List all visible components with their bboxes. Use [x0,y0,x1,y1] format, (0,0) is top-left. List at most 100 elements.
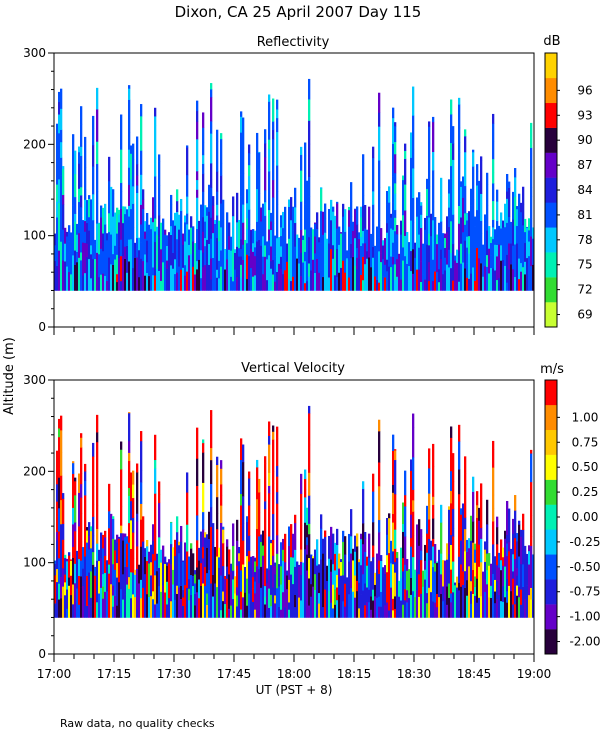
heatmap-cell [184,551,187,586]
heatmap-cell [186,524,189,552]
heatmap-cell [84,463,87,472]
heatmap-cell [80,437,83,448]
heatmap-cell [112,516,115,520]
heatmap-cell [94,588,97,618]
heatmap-cell [188,588,191,601]
heatmap-cell [216,528,219,557]
heatmap-cell [158,215,161,238]
heatmap-cell [210,96,213,122]
heatmap-cell [336,528,339,546]
heatmap-cell [58,558,61,584]
heatmap-cell [410,270,413,291]
heatmap-cell [374,276,377,291]
heatmap-cell [126,272,129,291]
heatmap-cell [330,248,333,281]
heatmap-cell [372,522,375,546]
heatmap-cell [404,158,407,185]
heatmap-cell [246,242,249,255]
heatmap-cell [86,530,89,543]
heatmap-cell [154,275,157,291]
heatmap-cell [128,542,131,578]
heatmap-cell [294,549,297,567]
heatmap-cell [294,207,297,224]
heatmap-cell [62,194,65,205]
heatmap-cell [308,472,311,496]
heatmap-cell [412,222,415,250]
heatmap-cell [120,114,123,116]
heatmap-cell [322,553,325,573]
heatmap-cell [80,587,83,618]
heatmap-cell [360,236,363,246]
heatmap-cell [524,274,527,291]
heatmap-cell [64,557,67,575]
heatmap-cell [238,593,241,618]
heatmap-cell [254,561,257,573]
heatmap-cell [254,571,257,582]
heatmap-cell [308,405,311,414]
heatmap-cell [412,489,415,501]
heatmap-cell [132,517,135,533]
heatmap-cell [62,586,65,618]
heatmap-cell [388,610,391,618]
heatmap-cell [504,265,507,291]
colorbar-swatch [545,604,557,630]
heatmap-cell [474,280,477,291]
heatmap-cell [230,276,233,291]
heatmap-cell [194,583,197,594]
heatmap-cell [230,563,233,572]
heatmap-cell [496,544,499,566]
heatmap-cell [116,207,119,234]
heatmap-cell [384,604,387,618]
heatmap-cell [436,243,439,273]
heatmap-cell [70,255,73,264]
heatmap-cell [72,134,75,142]
heatmap-cell [56,133,59,146]
heatmap-cell [480,538,483,563]
heatmap-cell [376,568,379,598]
heatmap-cell [442,574,445,587]
heatmap-cell [240,132,243,151]
heatmap-cell [252,251,255,277]
heatmap-cell [202,191,205,218]
heatmap-cell [506,566,509,579]
heatmap-cell [202,452,205,483]
heatmap-cell [56,581,59,600]
heatmap-cell [460,514,463,541]
heatmap-cell [108,593,111,618]
heatmap-cell [456,587,459,618]
heatmap-cell [58,418,61,429]
heatmap-cell [406,252,409,264]
heatmap-cell [108,564,111,574]
heatmap-cell [156,570,159,604]
heatmap-cell [182,605,185,618]
heatmap-cell [140,579,143,599]
heatmap-cell [116,254,119,275]
heatmap-cell [370,253,373,268]
heatmap-cell [282,538,285,550]
heatmap-cell [478,180,481,192]
heatmap-cell [440,522,443,554]
heatmap-cell [120,149,123,183]
heatmap-cell [54,560,57,564]
heatmap-cell [90,530,93,549]
heatmap-cell [418,269,421,281]
colorbar-swatch [545,53,557,79]
heatmap-cell [178,587,181,601]
heatmap-cell [212,523,215,543]
heatmap-cell [298,564,301,567]
heatmap-cell [428,560,431,571]
heatmap-cell [404,235,407,257]
heatmap-cell [204,237,207,247]
heatmap-cell [436,234,439,245]
heatmap-cell [398,580,401,597]
heatmap-cell [444,560,447,567]
heatmap-cell [136,163,139,176]
heatmap-cell [288,238,291,260]
heatmap-cell [486,184,489,206]
heatmap-cell [56,483,59,502]
heatmap-cell [326,580,329,590]
heatmap-cell [462,249,465,263]
heatmap-cell [386,571,389,603]
heatmap-cell [268,607,271,618]
heatmap-cell [390,601,393,618]
